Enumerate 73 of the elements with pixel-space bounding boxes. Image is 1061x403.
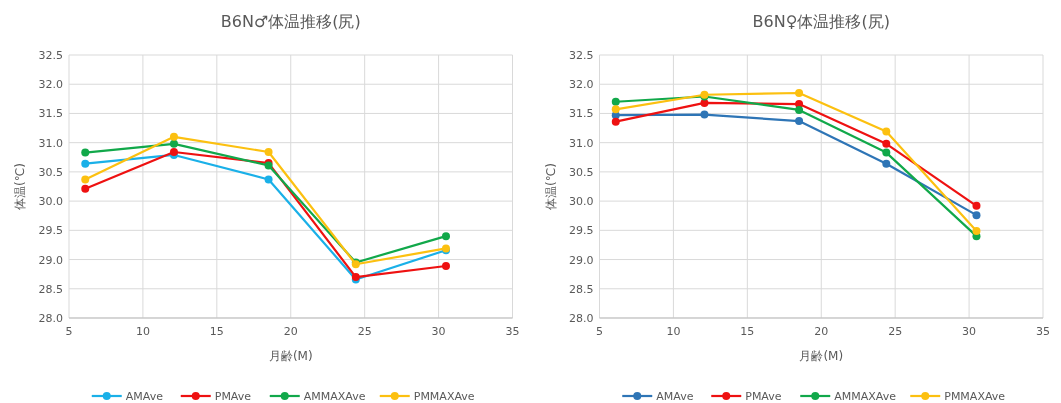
y-tick-label: 32.5 <box>569 49 594 62</box>
y-tick-label: 28.5 <box>569 282 594 296</box>
point <box>81 175 90 184</box>
point <box>611 117 620 126</box>
legend-label: AMAve <box>125 390 164 403</box>
point <box>169 139 178 148</box>
y-tick-label: 32.0 <box>569 78 594 92</box>
point <box>882 127 891 136</box>
x-tick-label: 35 <box>505 325 520 338</box>
y-tick-label: 29.5 <box>38 224 63 238</box>
point <box>795 105 804 114</box>
point <box>882 159 891 168</box>
x-tick-label: 25 <box>888 325 903 338</box>
point <box>882 139 891 148</box>
x-tick-label: 20 <box>283 325 298 338</box>
x-tick-label: 5 <box>596 325 603 338</box>
legend-label: AMMAXAve <box>834 390 897 403</box>
legend-label: PMMAXAve <box>944 390 1006 403</box>
point <box>972 226 981 235</box>
y-tick-label: 32.5 <box>38 49 63 62</box>
legend-label: PMAve <box>745 390 782 403</box>
x-tick-label: 20 <box>814 325 829 338</box>
point <box>169 132 178 141</box>
y-tick-label: 29.0 <box>38 253 63 267</box>
point <box>611 97 620 106</box>
y-tick-label: 31.0 <box>38 136 63 150</box>
x-tick-label: 15 <box>740 325 755 338</box>
point <box>81 159 90 168</box>
legend-label: PMAve <box>214 390 252 403</box>
y-tick-label: 31.5 <box>38 107 63 121</box>
x-tick-label: 30 <box>431 325 446 338</box>
point <box>264 148 273 157</box>
point <box>972 201 981 210</box>
x-axis-title: 月齢(M) <box>799 349 844 363</box>
point <box>441 232 450 241</box>
y-tick-label: 32.0 <box>38 78 63 92</box>
x-tick-label: 10 <box>666 325 681 338</box>
x-tick-label: 5 <box>65 325 73 338</box>
x-tick-label: 25 <box>357 325 372 338</box>
point <box>441 261 450 270</box>
point <box>700 98 709 107</box>
point <box>81 148 90 157</box>
y-tick-label: 31.5 <box>569 107 594 121</box>
y-tick-label: 29.0 <box>569 253 594 267</box>
chart-title: B6N♂体温推移(尻) <box>220 12 361 31</box>
point <box>795 117 804 126</box>
point <box>264 175 273 184</box>
point <box>972 211 981 220</box>
legend-label: AMAve <box>656 390 694 403</box>
x-tick-label: 15 <box>209 325 224 338</box>
y-axis-title: 体温(℃) <box>543 163 558 210</box>
x-tick-label: 30 <box>962 325 977 338</box>
chart-title: B6N♀体温推移(尻) <box>752 12 890 31</box>
y-tick-label: 28.0 <box>38 312 63 325</box>
point <box>882 148 891 157</box>
y-tick-label: 28.0 <box>569 312 594 325</box>
x-tick-label: 10 <box>135 325 150 338</box>
point <box>795 88 804 97</box>
x-axis-title: 月齢(M) <box>268 349 313 363</box>
legend-label: PMMAXAve <box>413 390 475 403</box>
y-axis-title: 体温(℃) <box>13 163 27 210</box>
legend-label: AMMAXAve <box>303 390 366 403</box>
y-tick-label: 28.5 <box>38 282 63 296</box>
y-tick-label: 30.5 <box>38 165 63 179</box>
y-tick-label: 30.5 <box>569 165 594 179</box>
y-tick-label: 30.0 <box>38 195 63 209</box>
point <box>611 105 620 114</box>
point <box>81 184 90 193</box>
y-tick-label: 31.0 <box>569 136 594 150</box>
point <box>700 110 709 119</box>
y-tick-label: 30.0 <box>569 195 594 209</box>
x-tick-label: 35 <box>1036 325 1050 338</box>
y-tick-label: 29.5 <box>569 224 594 238</box>
